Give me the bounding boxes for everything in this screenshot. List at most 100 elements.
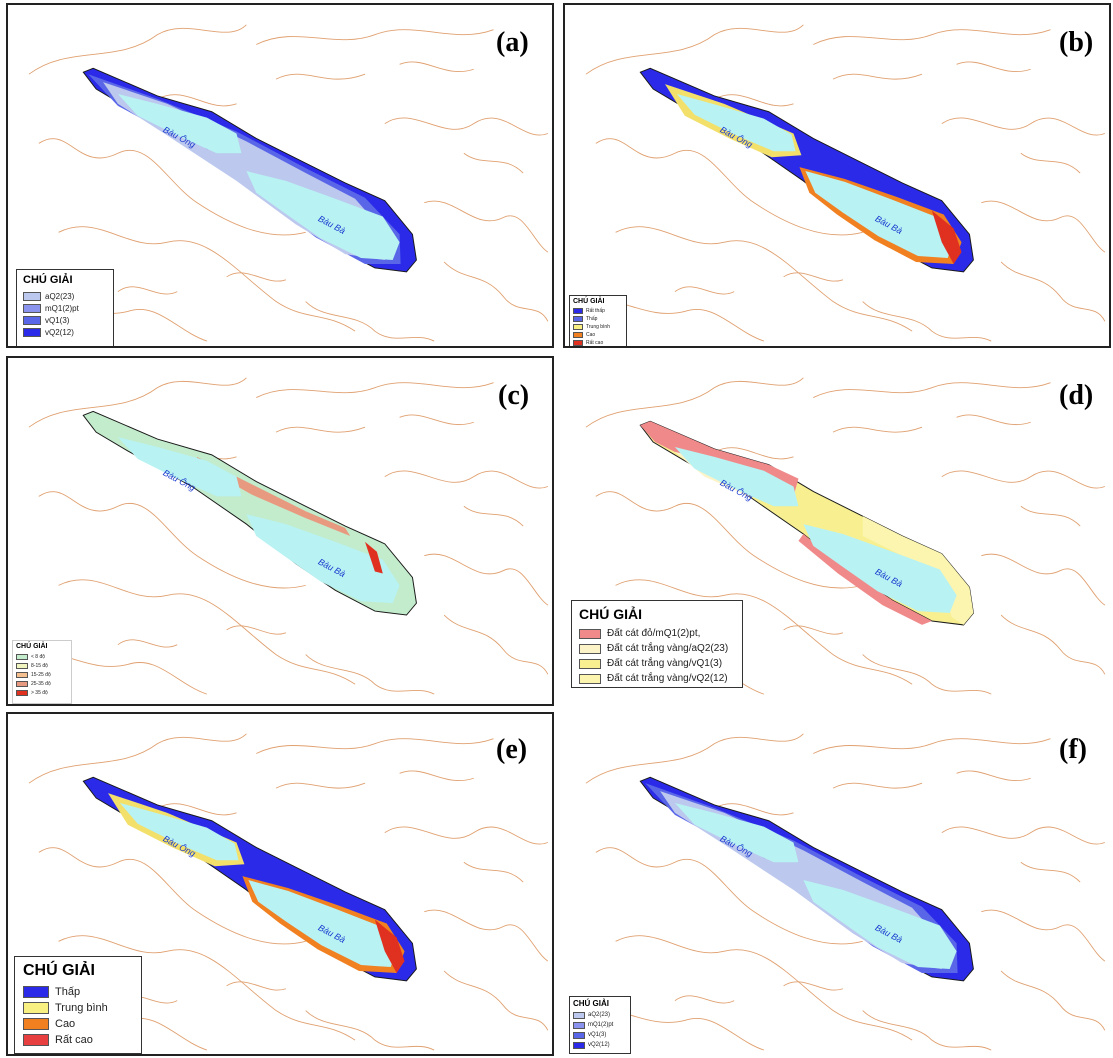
legend-label: Thấp — [586, 316, 598, 322]
contour-line — [443, 614, 549, 675]
legend-swatch — [16, 662, 28, 669]
legend-item: Cao — [573, 331, 623, 339]
risk-zone-very-high — [931, 210, 962, 264]
legend-label: Cao — [586, 332, 596, 338]
legend-label: 25-35 độ — [31, 680, 51, 687]
legend-item: Rất cao — [23, 1032, 133, 1048]
legend-label: Đất cát trắng vàng/vQ1(3) — [607, 658, 723, 669]
contour-line — [256, 29, 494, 45]
legend-label: < 8 độ — [31, 653, 46, 660]
contour-line — [862, 301, 992, 342]
panel-label: (b) — [1059, 27, 1094, 58]
contour-line — [595, 491, 863, 589]
lake-water — [676, 93, 796, 152]
legend: CHÚ GIẢI aQ2(23) mQ1(2)pt vQ1(3) vQ2(12) — [16, 269, 114, 346]
legend-label: Đất cát đỏ/mQ1(2)pt, — [607, 628, 701, 639]
contour-line — [832, 782, 923, 789]
legend: CHÚ GIẢI Rất thấp Thấp Trung bình Cao Rấ… — [569, 295, 627, 346]
contour-line — [674, 995, 735, 1004]
contour-line — [275, 73, 366, 80]
legend-label: mQ1(2)pt — [588, 1022, 614, 1028]
contour-lines — [585, 733, 1106, 1051]
legend-label: vQ2(12) — [588, 1042, 610, 1048]
risk-zone-very-high — [374, 919, 405, 973]
legend-item: Đất cát trắng vàng/aQ2(23) — [579, 641, 735, 656]
contour-line — [443, 261, 549, 322]
legend-swatch — [573, 1031, 585, 1039]
legend-item: vQ2(12) — [23, 326, 107, 338]
contour-line — [463, 505, 524, 527]
legend-swatch — [579, 673, 601, 684]
contour-line — [399, 770, 474, 782]
panel-label: (e) — [496, 734, 528, 765]
contour-line — [941, 470, 1106, 489]
contour-line — [981, 909, 1106, 962]
legend-title: CHÚ GIẢI — [16, 643, 48, 650]
legend-item: Trung bình — [23, 1000, 133, 1016]
contour-line — [1020, 505, 1081, 527]
contour-lines — [28, 377, 549, 695]
legend-label: Thấp — [55, 986, 81, 998]
legend-item: mQ1(2)pt — [23, 302, 107, 314]
legend-swatch — [23, 291, 41, 301]
lake-water — [248, 880, 397, 968]
lake-water — [674, 446, 799, 507]
contour-line — [813, 382, 1051, 398]
contour-line — [399, 61, 474, 73]
contour-line — [1000, 261, 1106, 322]
legend-item: Thấp — [23, 984, 133, 1000]
legend-item: > 35 độ — [16, 688, 68, 697]
contour-line — [384, 470, 549, 489]
contour-line — [28, 377, 247, 428]
legend-label: Rất cao — [55, 1034, 93, 1046]
contour-line — [226, 981, 287, 991]
contour-line — [424, 200, 549, 253]
legend-label: 8-15 độ — [31, 662, 48, 669]
legend-title: CHÚ GIẢI — [573, 999, 609, 1008]
contour-line — [585, 377, 804, 428]
contour-line — [275, 782, 366, 789]
contour-line — [595, 138, 863, 236]
contour-line — [585, 24, 804, 75]
map-panel-d: Bàu Ông Bàu Bà (d) CHÚ GIẢI Đất cát đỏ/mQ… — [563, 356, 1111, 706]
legend-swatch — [573, 1041, 585, 1049]
contour-line — [463, 152, 524, 174]
contour-line — [117, 286, 178, 295]
panel-label: (a) — [496, 27, 529, 58]
slope-zone-very-steep — [365, 541, 383, 574]
legend-label: Trung bình — [55, 1002, 108, 1014]
contour-line — [862, 654, 992, 695]
legend-label: Trung bình — [586, 324, 610, 330]
contour-line — [956, 770, 1031, 782]
contour-line — [585, 733, 804, 784]
legend-label: > 35 độ — [31, 689, 48, 696]
contour-line — [256, 738, 494, 754]
legend-item: Đất cát trắng vàng/vQ1(3) — [579, 656, 735, 671]
legend-item: 25-35 độ — [16, 679, 68, 688]
lake-water — [803, 880, 957, 969]
legend-title: CHÚ GIẢI — [579, 606, 642, 622]
contour-line — [981, 200, 1106, 253]
contour-line — [463, 861, 524, 883]
legend: CHÚ GIẢI Thấp Trung bình Cao Rất cao — [14, 956, 142, 1054]
contour-line — [28, 733, 247, 784]
legend-swatch — [573, 324, 583, 330]
legend-item: Trung bình — [573, 323, 623, 331]
contour-line — [783, 981, 844, 991]
contour-line — [862, 1010, 992, 1051]
lake-water — [805, 171, 954, 259]
map-panel-b: Bàu Ông Bàu Bà (b) CHÚ GIẢI Rất thấp Thấp… — [563, 3, 1111, 348]
legend-swatch — [573, 316, 583, 322]
lake-water — [119, 802, 239, 861]
contour-line — [275, 426, 366, 433]
legend-label: Cao — [55, 1018, 76, 1030]
legend-item: 8-15 độ — [16, 661, 68, 670]
legend: CHÚ GIẢI aQ2(23) mQ1(2)pt vQ1(3) vQ2(12) — [569, 996, 631, 1054]
contour-line — [28, 24, 247, 75]
